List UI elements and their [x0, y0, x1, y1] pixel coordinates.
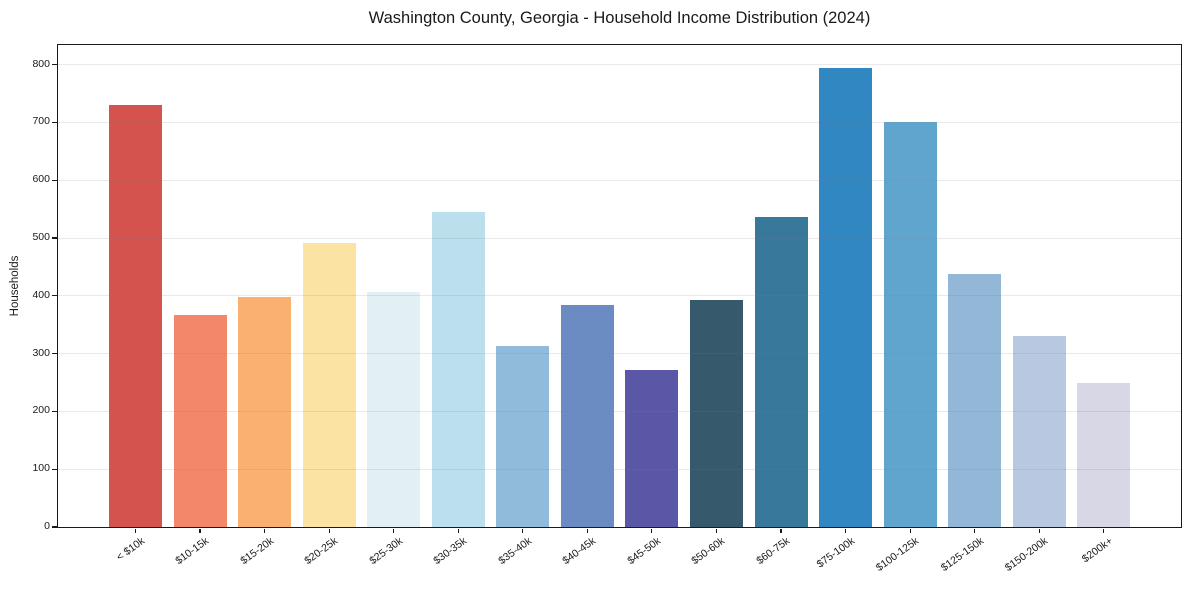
gridline: [58, 179, 1181, 181]
y-tick-mark: [52, 179, 57, 181]
chart-title: Washington County, Georgia - Household I…: [368, 9, 871, 27]
y-tick-mark: [52, 64, 57, 66]
gridline: [58, 295, 1181, 297]
y-tick-label: 400: [32, 288, 50, 301]
y-tick-label: 800: [32, 57, 50, 70]
x-tick-mark: [199, 528, 201, 533]
y-tick-label: 200: [32, 404, 50, 417]
x-tick-mark: [586, 528, 588, 533]
y-axis-label: Households: [9, 255, 21, 317]
y-tick-mark: [52, 526, 57, 528]
x-tick-mark: [457, 528, 459, 533]
bar: [819, 68, 873, 527]
x-tick-label: < $10k: [113, 535, 147, 564]
bar: [1077, 383, 1131, 527]
y-tick-mark: [52, 410, 57, 412]
bar: [689, 300, 743, 527]
gridline: [58, 353, 1181, 355]
y-tick-label: 500: [32, 231, 50, 244]
y-tick-label: 600: [32, 173, 50, 186]
bar: [109, 105, 162, 527]
bar: [238, 296, 292, 527]
x-tick-mark: [974, 528, 976, 533]
y-tick-mark: [52, 353, 57, 355]
bar: [948, 273, 1002, 527]
plot-area: 0 100 200 300 400 500 600 700 800 < $10k $10-15k $1…: [32, 44, 1182, 574]
bar: [754, 216, 808, 527]
bar: [302, 243, 356, 527]
y-tick-mark: [52, 121, 57, 124]
x-tick-mark: [651, 528, 653, 533]
y-tick-mark: [52, 468, 57, 470]
gridline: [58, 64, 1181, 66]
bar: [883, 122, 937, 527]
y-tick-mark: [52, 295, 57, 297]
x-tick-mark: [780, 528, 782, 533]
y-tick-label: 100: [32, 462, 50, 475]
x-tick-mark: [1038, 528, 1040, 533]
x-tick-mark: [328, 528, 330, 533]
bar: [560, 304, 614, 527]
y-tick-label: 300: [32, 346, 50, 359]
gridline: [58, 410, 1181, 412]
x-tick-mark: [1103, 528, 1105, 533]
bar: [367, 291, 421, 527]
bar: [431, 212, 485, 527]
x-tick-mark: [715, 528, 718, 533]
x-tick-mark: [522, 528, 524, 533]
bar: [496, 346, 550, 527]
gridline: [58, 121, 1181, 123]
y-tick-label: 0: [44, 520, 50, 532]
bar: [625, 369, 679, 527]
bar: [1012, 336, 1066, 527]
y-tick-label: 700: [32, 115, 50, 128]
x-tick-mark: [844, 528, 847, 533]
x-tick-mark: [909, 528, 911, 533]
gridline: [58, 468, 1181, 470]
x-tick-mark: [393, 528, 395, 533]
gridline: [58, 237, 1181, 239]
bar: [173, 314, 227, 527]
x-tick-mark: [264, 528, 266, 533]
y-tick-mark: [52, 237, 57, 239]
x-tick-mark: [134, 528, 137, 533]
